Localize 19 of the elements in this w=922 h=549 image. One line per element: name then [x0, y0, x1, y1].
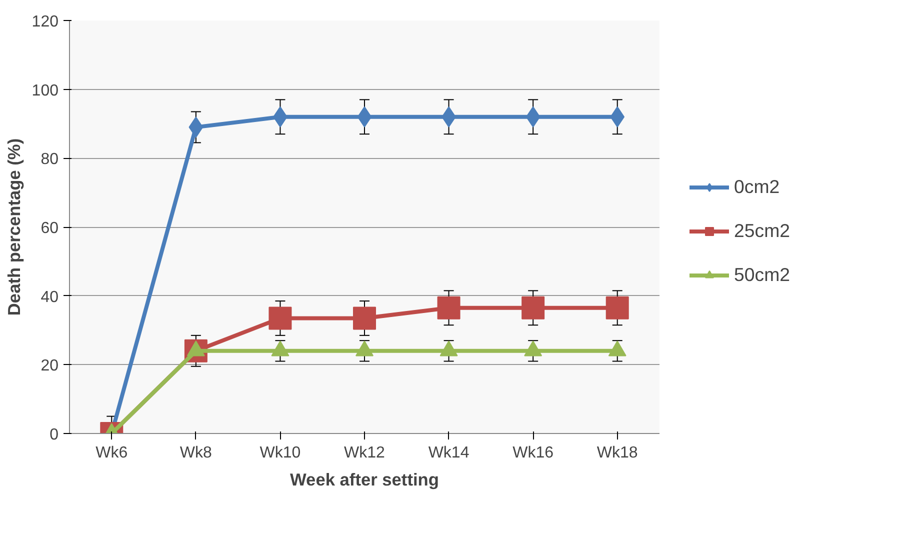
- y-tick-label: 100: [32, 82, 59, 100]
- x-tick-label: Wk6: [96, 444, 128, 462]
- x-tick-label: Wk16: [512, 444, 554, 462]
- legend-label: 25cm2: [734, 220, 790, 242]
- x-tick-label: Wk8: [180, 444, 212, 462]
- y-tick-label: 60: [40, 220, 59, 237]
- x-tick-label: Wk10: [260, 444, 301, 462]
- x-axis-title: Week after setting: [290, 470, 439, 490]
- y-tick-label: 40: [40, 288, 59, 306]
- y-tick-label: 0: [50, 426, 59, 444]
- legend-label: 0cm2: [734, 176, 780, 198]
- x-tick-label: Wk18: [596, 444, 638, 462]
- legend-label: 50cm2: [734, 264, 790, 286]
- y-axis-title: Death percentage (%): [4, 138, 24, 316]
- x-tick-label: Wk14: [428, 444, 470, 462]
- y-tick-label: 20: [40, 358, 59, 375]
- y-tick-label: 120: [32, 14, 59, 30]
- x-tick-label: Wk12: [344, 444, 386, 462]
- y-tick-label: 80: [40, 151, 59, 168]
